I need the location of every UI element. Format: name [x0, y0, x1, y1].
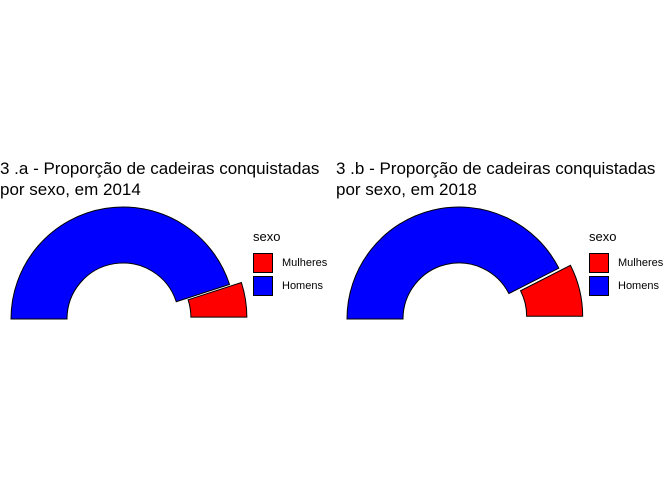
chart-title-line-2: por sexo, em 2018: [336, 180, 477, 199]
legend-key-homens: [253, 275, 273, 296]
legend-label-mulheres: Mulheres: [618, 256, 664, 269]
half-donut-chart: [10, 206, 248, 320]
chart-title-line-1: 3 .b - Proporção de cadeiras conquistada…: [336, 159, 656, 178]
legend-item-mulheres: Mulheres: [589, 251, 663, 274]
slice-mulheres: [187, 281, 248, 318]
chart-panel-2018: 3 .b - Proporção de cadeiras conquistada…: [336, 0, 672, 480]
chart-panel-2014: 3 .a - Proporção de cadeiras conquistada…: [0, 158, 327, 320]
half-donut-chart: [346, 206, 584, 320]
legend-label-homens: Homens: [618, 279, 659, 292]
legend-key-mulheres: [253, 252, 273, 273]
slice-homens: [346, 206, 560, 320]
legend: sexo Mulheres Homens: [589, 229, 663, 297]
chart-title: 3 .a - Proporção de cadeiras conquistada…: [0, 158, 319, 200]
legend-key-mulheres: [589, 252, 609, 273]
legend: sexo Mulheres Homens: [253, 229, 327, 297]
legend-title: sexo: [589, 229, 617, 244]
chart-title: 3 .b - Proporção de cadeiras conquistada…: [336, 158, 655, 200]
slice-mulheres: [519, 264, 584, 317]
chart-title-line-1: 3 .a - Proporção de cadeiras conquistada…: [0, 159, 320, 178]
legend-label-mulheres: Mulheres: [282, 256, 328, 269]
legend-label-homens: Homens: [282, 279, 323, 292]
legend-key-homens: [589, 275, 609, 296]
legend-item-homens: Homens: [253, 274, 327, 297]
legend-item-homens: Homens: [589, 274, 663, 297]
chart-title-line-2: por sexo, em 2014: [0, 180, 141, 199]
legend-title: sexo: [253, 229, 281, 244]
legend-item-mulheres: Mulheres: [253, 251, 327, 274]
slice-homens: [10, 206, 231, 320]
